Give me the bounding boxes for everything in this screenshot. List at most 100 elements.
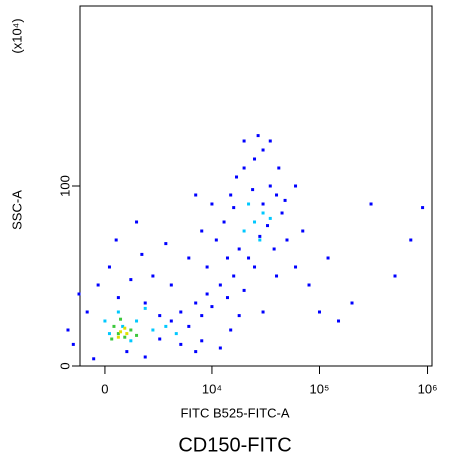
x-axis-label: FITC B525-FITC-A xyxy=(180,405,289,420)
point xyxy=(107,265,111,269)
point xyxy=(218,283,222,287)
point xyxy=(253,157,257,161)
point xyxy=(251,188,255,192)
point xyxy=(123,326,127,330)
point xyxy=(164,324,168,328)
y-tick-label: 100 xyxy=(57,175,72,197)
point xyxy=(103,319,107,323)
point xyxy=(229,328,233,332)
point xyxy=(200,314,204,318)
point xyxy=(85,310,89,314)
point xyxy=(169,319,173,323)
point xyxy=(266,224,270,228)
point xyxy=(123,335,127,339)
chart-title: CD150-FITC xyxy=(178,434,291,456)
point xyxy=(369,202,373,206)
point xyxy=(280,211,284,215)
point xyxy=(205,292,209,296)
x-tick-label: 10⁴ xyxy=(202,381,222,396)
point xyxy=(151,328,155,332)
point xyxy=(125,332,129,336)
point xyxy=(116,296,120,300)
point xyxy=(242,139,246,143)
point xyxy=(294,265,298,269)
point xyxy=(135,319,139,323)
point xyxy=(129,339,133,343)
point xyxy=(114,238,118,242)
point xyxy=(275,274,279,278)
point xyxy=(258,238,262,242)
point xyxy=(125,350,129,354)
point xyxy=(261,310,265,314)
point xyxy=(337,319,341,323)
point xyxy=(268,216,272,220)
point xyxy=(143,306,147,310)
y-axis-label: SSC-A xyxy=(9,190,24,230)
point xyxy=(71,342,75,346)
point xyxy=(253,265,257,269)
point xyxy=(214,238,218,242)
point xyxy=(200,339,204,343)
point xyxy=(169,283,173,287)
point xyxy=(135,220,139,224)
point xyxy=(222,220,226,224)
point xyxy=(92,357,96,361)
point xyxy=(174,332,178,336)
point xyxy=(350,301,354,305)
point xyxy=(116,332,120,336)
point xyxy=(225,296,229,300)
x-tick-label: 0 xyxy=(101,381,108,396)
point xyxy=(261,202,265,206)
point xyxy=(256,134,260,138)
point xyxy=(301,229,305,233)
point xyxy=(179,342,183,346)
point xyxy=(225,256,229,260)
point xyxy=(317,310,321,314)
point xyxy=(285,238,289,242)
point xyxy=(140,252,144,256)
point xyxy=(294,184,298,188)
point xyxy=(194,350,198,354)
point xyxy=(210,202,214,206)
point xyxy=(237,314,241,318)
point xyxy=(210,305,214,309)
point xyxy=(242,229,246,233)
point xyxy=(116,310,120,314)
point xyxy=(194,193,198,197)
point xyxy=(258,234,262,238)
point xyxy=(283,198,287,202)
point xyxy=(158,314,162,318)
point xyxy=(107,332,111,336)
point xyxy=(268,139,272,143)
x-tick-label: 10⁵ xyxy=(310,381,330,396)
point xyxy=(268,184,272,188)
point xyxy=(242,166,246,170)
point xyxy=(129,278,133,282)
y-tick-label: 0 xyxy=(57,362,72,369)
point xyxy=(112,324,116,328)
point xyxy=(237,247,241,251)
point xyxy=(421,206,425,210)
point xyxy=(232,206,236,210)
point xyxy=(194,301,198,305)
point xyxy=(151,274,155,278)
point xyxy=(187,256,191,260)
point xyxy=(121,324,125,328)
point xyxy=(77,292,81,296)
point xyxy=(247,256,251,260)
point xyxy=(200,229,204,233)
point xyxy=(253,220,257,224)
point xyxy=(96,283,100,287)
point xyxy=(164,242,168,246)
point xyxy=(135,333,139,337)
point xyxy=(409,238,413,242)
point xyxy=(218,346,222,350)
point xyxy=(261,148,265,152)
x-tick-label: 10⁶ xyxy=(418,381,438,396)
point xyxy=(187,324,191,328)
point xyxy=(179,310,183,314)
point xyxy=(235,175,239,179)
point xyxy=(247,202,251,206)
point xyxy=(119,317,123,321)
